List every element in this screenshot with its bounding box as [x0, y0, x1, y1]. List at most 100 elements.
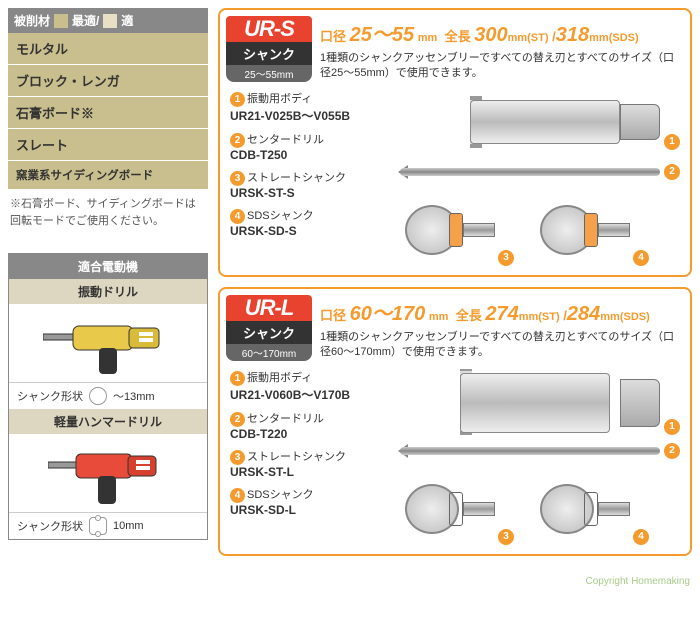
machine-box: 適合電動機 振動ドリル シャンク形状 〜13mm 軽量ハンマードリル	[8, 253, 208, 540]
part-name: SDSシャンク	[247, 489, 314, 501]
spec-len-label: 全長	[456, 308, 482, 323]
material-note: ※石膏ボード、サイディングボードは回転モードでご使用ください。	[8, 190, 208, 235]
st-suffix: (ST)	[527, 32, 548, 44]
swatch-best-icon	[54, 14, 68, 28]
shank-round-icon	[89, 387, 107, 405]
material-row: 窯業系サイディングボード	[8, 161, 208, 190]
part-code: UR21-V025B〜V055B	[230, 109, 350, 123]
st-suffix: (ST)	[538, 311, 559, 323]
machine1-image	[9, 304, 207, 382]
spec-len-st: 300	[474, 24, 507, 46]
legend-best-label: 最適/	[72, 12, 99, 29]
part-code: URSK-ST-S	[230, 186, 295, 200]
part-code: CDB-T250	[230, 148, 287, 162]
unit-mm: mm	[429, 311, 449, 323]
left-column: 被削材 最適/ 適 モルタル ブロック・レンガ 石膏ボード※ スレート 窯業系サ…	[8, 8, 208, 566]
part-item: 3ストレートシャンク URSK-ST-S	[230, 169, 400, 200]
badge-title: UR-S	[226, 16, 312, 42]
unit-mm: mm	[418, 32, 438, 44]
part-num-icon: 1	[230, 92, 245, 107]
copyright: Copyright Homemaking	[0, 574, 700, 589]
chuck-st-icon	[405, 195, 495, 265]
legend-good-label: 適	[121, 12, 133, 29]
machine2-title: 軽量ハンマードリル	[9, 409, 207, 434]
part-item: 2センタードリル CDB-T220	[230, 410, 400, 441]
unit-mm: mm	[508, 32, 528, 44]
product-body: 1振動用ボディUR21-V025B〜V055B 2センタードリルCDB-T250…	[230, 90, 680, 265]
material-row: 石膏ボード※	[8, 97, 208, 129]
spec-dia: 25〜55	[350, 24, 415, 46]
sds-suffix: (SDS)	[620, 311, 650, 323]
badge-url: UR-L シャンク 60〜170mm	[226, 295, 312, 361]
spec-line: 口径 25〜55 mm 全長 300mm(ST) /318mm(SDS)	[320, 18, 680, 47]
center-drill-icon	[400, 447, 660, 455]
part-num-icon: 3	[230, 171, 245, 186]
part-item: 2センタードリル CDB-T250	[230, 131, 400, 162]
part-name: 振動用ボディ	[247, 93, 312, 105]
product-urs: UR-S シャンク 25〜55mm 口径 25〜55 mm 全長 300mm(S…	[218, 8, 692, 277]
part-item: 1振動用ボディ UR21-V060B〜V170B	[230, 369, 400, 403]
part-name: ストレートシャンク	[247, 172, 346, 184]
center-drill-icon	[400, 168, 660, 176]
machine2-image	[9, 434, 207, 512]
chuck-sds-icon	[540, 474, 630, 544]
machine1-title: 振動ドリル	[9, 279, 207, 304]
shank-label: シャンク形状	[17, 388, 83, 404]
marker-3-icon: 3	[498, 250, 514, 266]
machine-header: 適合電動機	[9, 254, 207, 279]
badge-size: 25〜55mm	[226, 65, 312, 82]
product-desc: 1種類のシャンクアッセンブリーですべての替え刃とすべてのサイズ（口径60〜170…	[320, 330, 680, 361]
marker-2-icon: 2	[664, 443, 680, 459]
part-code: UR21-V060B〜V170B	[230, 388, 350, 402]
unit-mm: mm	[519, 311, 539, 323]
corebit-icon	[470, 90, 660, 152]
corebit-icon	[460, 369, 660, 431]
part-code: URSK-ST-L	[230, 465, 294, 479]
badge-sub: シャンク	[226, 42, 312, 65]
part-num-icon: 4	[230, 209, 245, 224]
part-name: ストレートシャンク	[247, 451, 346, 463]
part-item: 3ストレートシャンク URSK-ST-L	[230, 448, 400, 479]
badge-urs: UR-S シャンク 25〜55mm	[226, 16, 312, 82]
product-body: 1振動用ボディUR21-V060B〜V170B 2センタードリルCDB-T220…	[230, 369, 680, 544]
part-num-icon: 1	[230, 371, 245, 386]
material-row: モルタル	[8, 33, 208, 65]
part-item: 4SDSシャンク URSK-SD-L	[230, 486, 400, 517]
part-num-icon: 3	[230, 450, 245, 465]
part-name: センタードリル	[247, 413, 324, 425]
part-name: センタードリル	[247, 134, 324, 146]
sds-suffix: (SDS)	[609, 32, 639, 44]
part-code: URSK-SD-S	[230, 224, 297, 238]
badge-size: 60〜170mm	[226, 344, 312, 361]
chuck-sds-icon	[540, 195, 630, 265]
badge-sub: シャンク	[226, 321, 312, 344]
badge-title: UR-L	[226, 295, 312, 321]
part-code: CDB-T220	[230, 427, 287, 441]
spec-dia-label: 口径	[320, 29, 346, 44]
right-column: UR-S シャンク 25〜55mm 口径 25〜55 mm 全長 300mm(S…	[218, 8, 692, 566]
part-num-icon: 2	[230, 133, 245, 148]
spec-len-sds: 318	[556, 24, 589, 46]
page-container: 被削材 最適/ 適 モルタル ブロック・レンガ 石膏ボード※ スレート 窯業系サ…	[0, 0, 700, 574]
material-header: 被削材 最適/ 適	[8, 8, 208, 33]
marker-1-icon: 1	[664, 134, 680, 150]
vibration-drill-icon	[43, 308, 173, 378]
spec-len-sds: 284	[567, 303, 600, 325]
product-url: UR-L シャンク 60〜170mm 口径 60〜170 mm 全長 274mm…	[218, 287, 692, 556]
hammer-drill-icon	[48, 438, 168, 508]
parts-list: 1振動用ボディ UR21-V060B〜V170B 2センタードリル CDB-T220…	[230, 369, 400, 544]
chuck-st-icon	[405, 474, 495, 544]
machine1-spec: シャンク形状 〜13mm	[9, 382, 207, 409]
part-num-icon: 4	[230, 488, 245, 503]
material-header-label: 被削材	[14, 12, 50, 29]
marker-3-icon: 3	[498, 529, 514, 545]
illustration-urs: 1 2 3 4	[400, 90, 680, 265]
swatch-good-icon	[103, 14, 117, 28]
part-name: 振動用ボディ	[247, 372, 312, 384]
part-num-icon: 2	[230, 412, 245, 427]
spec-dia-label: 口径	[320, 308, 346, 323]
marker-2-icon: 2	[664, 164, 680, 180]
part-code: URSK-SD-L	[230, 503, 296, 517]
spec-line: 口径 60〜170 mm 全長 274mm(ST) /284mm(SDS)	[320, 297, 680, 326]
marker-4-icon: 4	[633, 529, 649, 545]
